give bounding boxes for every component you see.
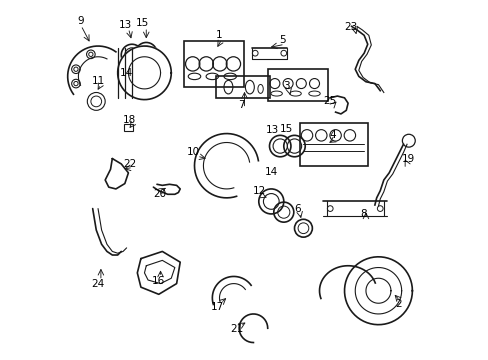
Text: 14: 14 bbox=[264, 167, 277, 177]
Text: 21: 21 bbox=[230, 324, 244, 334]
Bar bbox=[123, 124, 132, 131]
Text: 5: 5 bbox=[278, 35, 285, 45]
Text: 6: 6 bbox=[293, 203, 300, 213]
Text: 22: 22 bbox=[122, 159, 136, 169]
Text: 13: 13 bbox=[265, 125, 279, 135]
Text: 10: 10 bbox=[187, 147, 200, 157]
Text: 7: 7 bbox=[238, 100, 244, 110]
Bar bbox=[299, 123, 367, 166]
Text: 15: 15 bbox=[136, 18, 149, 28]
Bar bbox=[183, 41, 244, 87]
Text: 23: 23 bbox=[344, 22, 357, 32]
Text: 4: 4 bbox=[329, 130, 336, 140]
Text: 1: 1 bbox=[216, 30, 223, 40]
Text: 8: 8 bbox=[359, 209, 366, 219]
Text: 9: 9 bbox=[78, 16, 84, 26]
Text: 18: 18 bbox=[122, 115, 136, 125]
Text: 11: 11 bbox=[91, 76, 104, 86]
Text: 19: 19 bbox=[401, 154, 414, 164]
Text: 25: 25 bbox=[323, 96, 336, 107]
Text: 2: 2 bbox=[394, 299, 401, 309]
Polygon shape bbox=[118, 46, 171, 100]
Text: 17: 17 bbox=[211, 302, 224, 312]
Text: 16: 16 bbox=[151, 276, 164, 286]
Text: 3: 3 bbox=[283, 81, 289, 91]
Text: 20: 20 bbox=[153, 189, 166, 199]
Text: 13: 13 bbox=[119, 19, 132, 30]
Polygon shape bbox=[344, 257, 411, 325]
Text: 14: 14 bbox=[120, 68, 133, 78]
Bar bbox=[216, 76, 269, 98]
Text: 12: 12 bbox=[252, 186, 265, 197]
Bar bbox=[267, 69, 328, 102]
Text: 24: 24 bbox=[91, 279, 104, 289]
Text: 15: 15 bbox=[280, 124, 293, 134]
